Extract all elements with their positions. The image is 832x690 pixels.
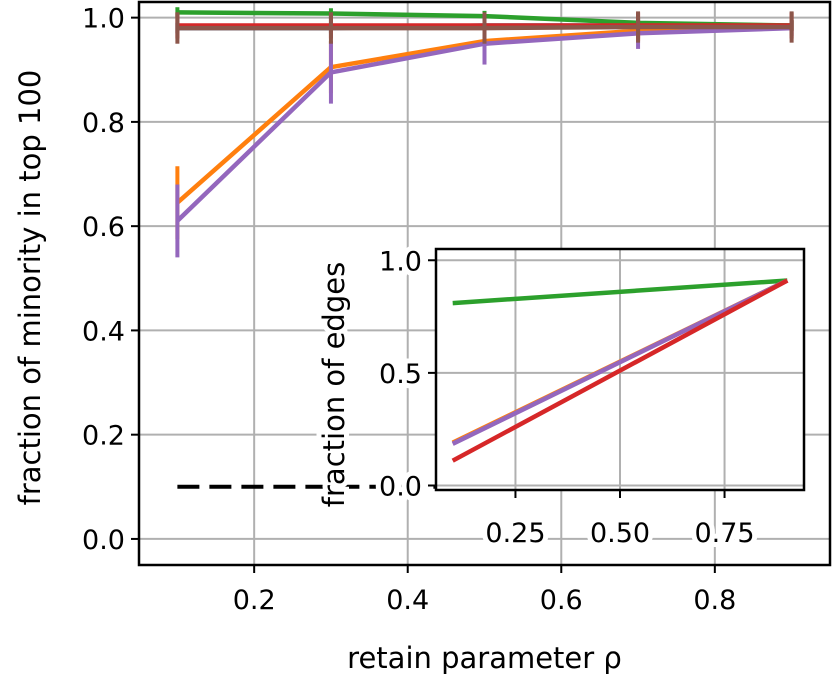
main-series-group (175, 7, 794, 258)
inset-y-axis-label: fraction of edges (317, 262, 351, 507)
main-x-axis-label: retain parameter ρ (347, 641, 622, 675)
inset-ticks: 0.25 0.50 0.75 0.0 0.5 1.0 (374, 241, 760, 554)
inset-x-tick-label: 0.75 (694, 518, 754, 549)
inset-series-line-2 (451, 278, 789, 446)
main-x-tick-label: 0.8 (693, 585, 736, 616)
inset-y-tick-label: 0.0 (379, 471, 422, 502)
inset-y-tick-label: 1.0 (379, 246, 422, 277)
main-y-tick-label: 0.2 (82, 421, 125, 452)
main-plot-frame (137, 0, 832, 567)
inset-series-group (451, 278, 789, 463)
inset-chart: 0.25 0.50 0.75 0.0 0.5 1.0 fraction of edges (312, 241, 806, 554)
main-x-tick-label: 0.2 (233, 585, 276, 616)
main-x-tick-label: 0.6 (540, 585, 583, 616)
inset-x-tick-label: 0.25 (485, 518, 545, 549)
main-y-tick-label: 1.0 (82, 4, 125, 35)
main-chart: 0.2 0.4 0.6 0.8 0.0 0.2 0.4 0.6 0.8 1.0 retain pa… (13, 0, 832, 675)
main-y-tick-label: 0.8 (82, 108, 125, 139)
main-y-tick-label: 0.4 (82, 316, 125, 347)
main-x-tick-label: 0.4 (386, 585, 429, 616)
inset-series-line-0 (452, 278, 788, 306)
main-y-axis-label: fraction of minority in top 100 (13, 70, 47, 506)
inset-y-tick-label: 0.5 (379, 359, 422, 390)
inset-x-tick-label: 0.50 (590, 518, 650, 549)
main-y-tick-label: 0.0 (82, 525, 125, 556)
main-y-tick-label: 0.6 (82, 212, 125, 243)
inset-series-line-3 (451, 278, 789, 463)
main-ticks: 0.2 0.4 0.6 0.8 0.0 0.2 0.4 0.6 0.8 1.0 (82, 4, 736, 616)
